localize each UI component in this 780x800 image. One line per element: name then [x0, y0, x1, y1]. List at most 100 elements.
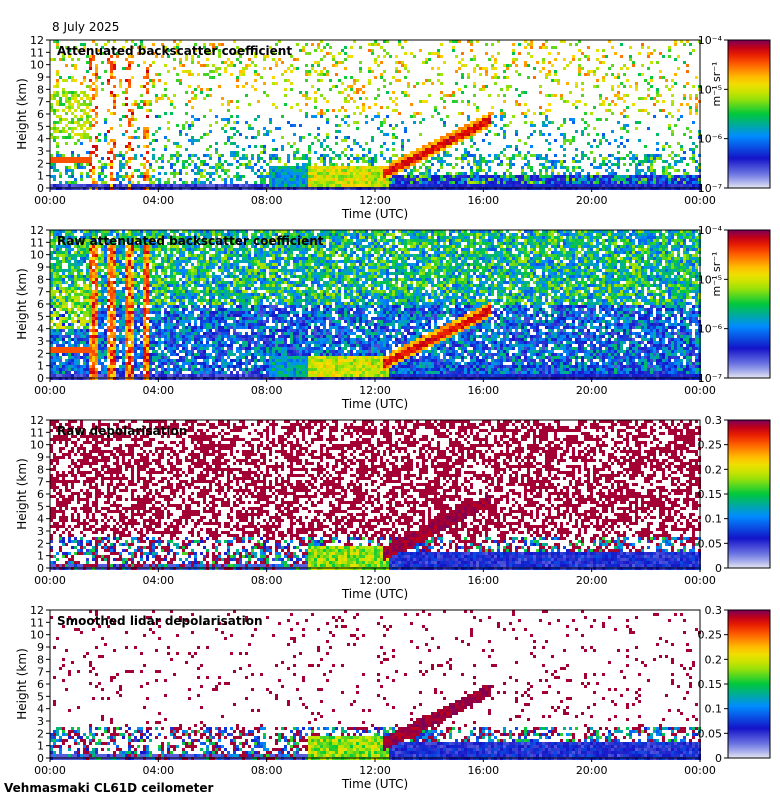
x-tick-label: 16:00 — [467, 384, 499, 397]
y-tick-label: 12 — [30, 34, 44, 47]
y-tick-label: 2 — [37, 157, 44, 170]
y-axis-label: Height (km) — [15, 458, 29, 529]
colorbar-tick-label: 0.25 — [698, 629, 723, 642]
y-tick-label: 0 — [37, 182, 44, 195]
y-tick-label: 10 — [30, 59, 44, 72]
x-tick-label: 08:00 — [251, 384, 283, 397]
y-tick-label: 6 — [37, 298, 44, 311]
x-tick-label: 04:00 — [142, 574, 174, 587]
colorbar-tick-label: 0.1 — [705, 513, 723, 526]
colorbar-tick-label: 0.2 — [705, 463, 723, 476]
y-axis-label: Height (km) — [15, 268, 29, 339]
x-tick-label: 08:00 — [251, 764, 283, 777]
y-tick-label: 7 — [37, 666, 44, 679]
heatmap-field — [50, 610, 701, 760]
heatmap-field — [50, 420, 701, 570]
y-tick-label: 6 — [37, 678, 44, 691]
colorbar-tick-label: 0.2 — [705, 653, 723, 666]
x-tick-label: 16:00 — [467, 574, 499, 587]
y-tick-label: 5 — [37, 120, 44, 133]
x-tick-label: 20:00 — [576, 764, 608, 777]
y-axis-label: Height (km) — [15, 648, 29, 719]
colorbar — [727, 229, 771, 379]
y-tick-label: 11 — [30, 236, 44, 249]
colorbar-tick-label: 0.3 — [705, 604, 723, 617]
chart-svg-1: Attenuated backscatter coefficient012345… — [15, 34, 771, 221]
y-tick-label: 10 — [30, 249, 44, 262]
x-tick-label: 20:00 — [576, 194, 608, 207]
colorbar-unit-label: m⁻¹ sr⁻¹ — [710, 252, 723, 297]
y-tick-label: 7 — [37, 476, 44, 489]
heatmap-field — [50, 230, 701, 380]
y-tick-label: 4 — [37, 133, 44, 146]
y-tick-label: 2 — [37, 537, 44, 550]
x-tick-label: 00:00 — [34, 384, 66, 397]
y-tick-label: 10 — [30, 439, 44, 452]
x-tick-label: 12:00 — [359, 194, 391, 207]
y-tick-label: 0 — [37, 562, 44, 575]
x-tick-label: 04:00 — [142, 764, 174, 777]
x-tick-label: 08:00 — [251, 194, 283, 207]
y-tick-label: 1 — [37, 170, 44, 183]
x-tick-label: 00:00 — [34, 574, 66, 587]
chart-svg-4: Smoothed lidar depolarisation01234567891… — [15, 604, 771, 791]
x-tick-label: 00:00 — [34, 764, 66, 777]
chart-svg-2: Raw attenuated backscatter coefficient 0 1… — [15, 224, 771, 411]
y-tick-label: 4 — [37, 513, 44, 526]
y-tick-label: 9 — [37, 641, 44, 654]
x-tick-label: 04:00 — [142, 194, 174, 207]
y-tick-label: 8 — [37, 653, 44, 666]
y-tick-label: 2 — [37, 347, 44, 360]
x-axis-label: Time (UTC) — [341, 207, 408, 220]
y-tick-label: 5 — [37, 690, 44, 703]
colorbar-tick-label: 0.05 — [698, 727, 723, 740]
chart-title: Smoothed lidar depolarisation — [57, 614, 263, 628]
chart-panel-4: Smoothed lidar depolarisation 0 1 2 3 4 5 6 7 8 9 1… — [0, 600, 780, 791]
y-tick-label: 5 — [37, 500, 44, 513]
y-tick-label: 1 — [37, 550, 44, 563]
colorbar-tick-label: 0.15 — [698, 678, 723, 691]
colorbar-tick-label: 0.1 — [705, 703, 723, 716]
chart-title: Raw depolarisation — [57, 424, 187, 438]
colorbar-tick-label: 10⁻⁷ — [698, 182, 722, 195]
x-axis-label: Time (UTC) — [341, 397, 408, 410]
y-axis-label: Height (km) — [15, 78, 29, 149]
x-tick-label: 20:00 — [576, 384, 608, 397]
colorbar — [727, 419, 771, 569]
colorbar — [727, 39, 771, 189]
y-tick-label: 7 — [37, 286, 44, 299]
y-tick-label: 11 — [30, 616, 44, 629]
date-label: 8 July 2025 — [52, 20, 119, 34]
y-tick-label: 9 — [37, 451, 44, 464]
x-tick-label: 20:00 — [576, 574, 608, 587]
x-tick-label: 00:00 — [684, 384, 716, 397]
y-tick-label: 0 — [37, 372, 44, 385]
colorbar-unit-label: m⁻¹ sr⁻¹ — [710, 62, 723, 107]
chart-title: Raw attenuated backscatter coefficient — [57, 234, 324, 248]
y-tick-label: 0 — [37, 752, 44, 765]
y-tick-label: 10 — [30, 629, 44, 642]
x-tick-label: 16:00 — [467, 194, 499, 207]
x-axis-label: Time (UTC) — [341, 587, 408, 600]
chart-panel-2: Raw attenuated backscatter coefficient 0 1… — [0, 220, 780, 411]
colorbar-tick-label: 0.15 — [698, 488, 723, 501]
y-tick-label: 1 — [37, 740, 44, 753]
x-tick-label: 00:00 — [684, 194, 716, 207]
x-axis-label: Time (UTC) — [341, 777, 408, 790]
y-tick-label: 3 — [37, 715, 44, 728]
x-tick-label: 16:00 — [467, 764, 499, 777]
instrument-label: Vehmasmaki CL61D ceilometer — [4, 781, 213, 795]
colorbar-tick-label: 0 — [715, 752, 722, 765]
y-tick-label: 3 — [37, 335, 44, 348]
x-tick-label: 00:00 — [34, 194, 66, 207]
y-tick-label: 4 — [37, 703, 44, 716]
x-tick-label: 12:00 — [359, 574, 391, 587]
y-tick-label: 12 — [30, 224, 44, 237]
colorbar-tick-label: 10⁻⁵ — [698, 273, 722, 286]
y-tick-label: 5 — [37, 310, 44, 323]
y-tick-label: 9 — [37, 261, 44, 274]
y-tick-label: 6 — [37, 108, 44, 121]
colorbar-tick-label: 10⁻⁷ — [698, 372, 722, 385]
y-tick-label: 8 — [37, 273, 44, 286]
